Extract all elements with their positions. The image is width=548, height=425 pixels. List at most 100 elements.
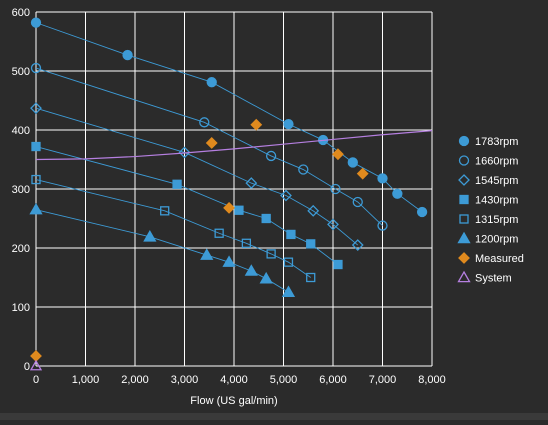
data-point <box>214 228 224 238</box>
data-point <box>30 102 42 115</box>
data-point <box>265 150 277 162</box>
legend-marker <box>459 194 469 205</box>
series-line <box>35 67 383 226</box>
data-point <box>356 167 369 180</box>
x-tick-label: 4,000 <box>220 374 248 386</box>
data-point <box>250 118 263 131</box>
data-point <box>286 229 296 240</box>
data-point <box>143 229 157 242</box>
data-point <box>266 249 276 259</box>
legend-item: 1545rpm <box>458 174 518 187</box>
data-point <box>351 239 364 251</box>
x-axis-title: Flow (US gal/min) <box>190 395 277 407</box>
series-measured <box>30 118 369 362</box>
legend-label: 1430rpm <box>475 195 518 207</box>
data-point <box>280 189 292 202</box>
legend-marker <box>457 270 471 283</box>
legend-marker <box>458 155 470 166</box>
x-tick-label: 2,000 <box>121 374 149 386</box>
x-tick-label: 8,000 <box>418 374 446 386</box>
legend-label: 1660rpm <box>475 156 518 168</box>
series-1315rpm <box>31 174 316 283</box>
legend: 1783rpm 1660rpm 1545rpm 1430rpm 1315rpm 1200r… <box>457 135 524 285</box>
x-tick-label: 7,000 <box>369 374 397 386</box>
x-tick-label: 0 <box>33 374 39 386</box>
data-point <box>160 206 170 216</box>
y-tick-label: 300 <box>12 184 30 196</box>
legend-label: 1315rpm <box>475 214 518 226</box>
data-point <box>31 174 41 185</box>
data-point <box>206 77 217 88</box>
data-point <box>241 238 252 248</box>
y-tick-label: 200 <box>12 243 30 255</box>
data-point <box>333 259 343 270</box>
series-line <box>35 129 433 161</box>
legend-item: 1430rpm <box>459 194 518 207</box>
data-point <box>261 213 271 224</box>
data-point <box>29 202 43 215</box>
data-point <box>222 255 236 267</box>
legend-label: 1545rpm <box>475 175 518 187</box>
data-point <box>330 183 341 195</box>
series-1430rpm <box>31 141 343 270</box>
data-point <box>178 146 191 159</box>
axis-layer: 0 1,000 2,000 3,000 4,000 5,000 6,000 7,000 8,00… <box>12 7 446 386</box>
data-point <box>29 359 43 371</box>
data-point <box>347 157 358 168</box>
data-point <box>199 117 210 128</box>
data-point <box>205 137 218 149</box>
y-tick-label: 0 <box>24 361 30 373</box>
data-point <box>281 285 296 298</box>
x-tick-label: 1,000 <box>72 374 100 386</box>
legend-marker <box>459 214 469 224</box>
data-point <box>416 206 428 218</box>
series-system <box>29 129 433 371</box>
data-point <box>245 177 258 190</box>
series-layer <box>29 17 433 371</box>
data-point <box>200 248 214 260</box>
data-point <box>244 264 258 276</box>
data-point <box>31 141 41 152</box>
legend-item: System <box>457 270 512 285</box>
legend-item: 1200rpm <box>457 231 518 246</box>
data-point <box>298 164 309 175</box>
legend-item: 1783rpm <box>458 135 518 148</box>
data-point <box>377 220 388 231</box>
y-tick-label: 400 <box>12 125 30 137</box>
data-point <box>306 239 316 249</box>
y-tick-label: 500 <box>12 66 30 78</box>
data-point <box>392 188 403 199</box>
data-point <box>259 271 273 284</box>
legend-label: 1783rpm <box>475 136 518 148</box>
y-tick-label: 100 <box>12 302 30 314</box>
legend-item: 1315rpm <box>459 214 518 226</box>
data-point <box>172 179 182 189</box>
x-tick-label: 5,000 <box>270 374 298 386</box>
x-tick-label: 6,000 <box>319 374 347 386</box>
data-point <box>352 196 363 208</box>
data-point <box>283 118 294 130</box>
legend-label: 1200rpm <box>475 234 518 246</box>
data-point <box>283 257 294 267</box>
data-point <box>306 272 316 283</box>
legend-label: System <box>475 273 512 285</box>
grid-layer <box>35 11 433 367</box>
series-1660rpm <box>30 62 388 231</box>
data-point <box>307 204 320 217</box>
legend-marker <box>458 252 470 264</box>
data-point <box>122 49 133 61</box>
data-point <box>327 218 339 231</box>
data-point <box>377 173 388 184</box>
data-point <box>234 205 244 215</box>
bottom-status-strip <box>0 413 548 420</box>
series-1200rpm <box>29 202 296 298</box>
data-point <box>223 201 235 214</box>
x-tick-label: 3,000 <box>171 374 199 386</box>
data-point <box>30 17 42 28</box>
legend-item: 1660rpm <box>458 155 518 168</box>
data-point <box>332 148 344 161</box>
legend-item: Measured <box>458 252 524 265</box>
